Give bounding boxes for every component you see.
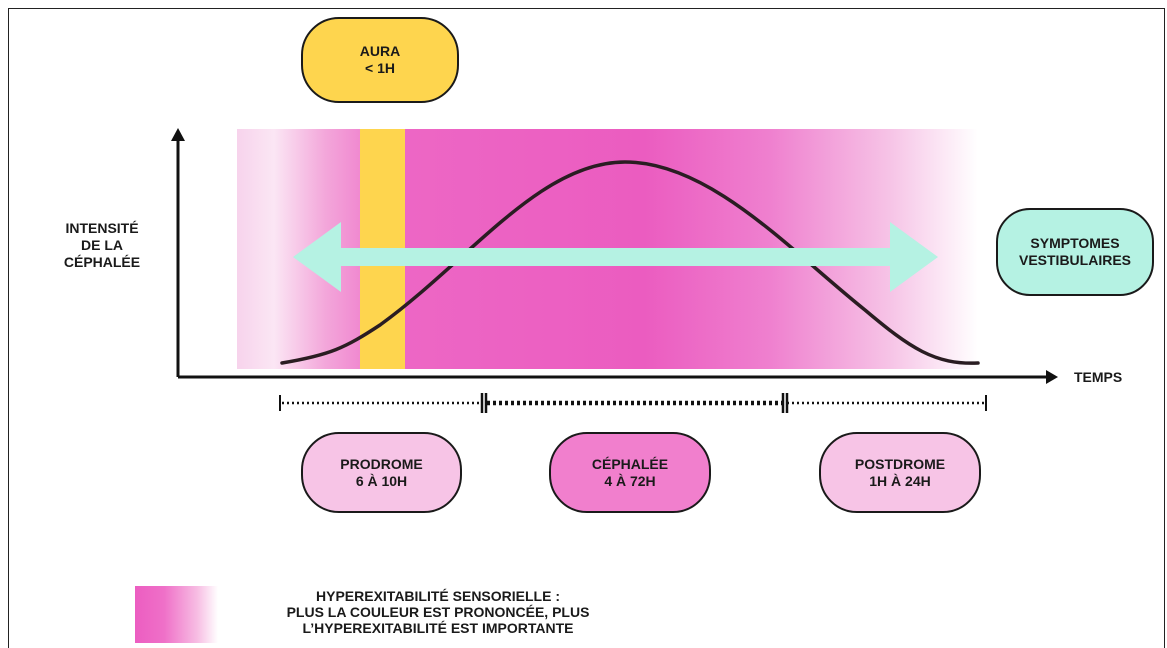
prodrome-pill: PRODROME 6 À 10H — [301, 432, 462, 513]
cephalee-title: CÉPHALÉE — [591, 455, 669, 472]
vestibular-line2: VESTIBULAIRES — [1018, 252, 1131, 268]
x-axis-label: TEMPS — [1074, 369, 1123, 385]
axes — [171, 128, 1058, 384]
diagram-frame — [8, 8, 1165, 648]
y-axis-label: INTENSITÉ DE LA CÉPHALÉE — [60, 220, 144, 271]
vestibular-line1: SYMPTOMES — [1030, 235, 1120, 251]
aura-duration: < 1H — [365, 60, 395, 76]
prodrome-title: PRODROME — [340, 455, 423, 472]
legend-gradient-swatch — [135, 586, 218, 643]
phase-timeline — [279, 393, 987, 413]
vestibular-arrow — [293, 222, 938, 292]
legend-line1: HYPEREXITABILITÉ SENSORIELLE : — [316, 588, 560, 604]
legend-line3: L’HYPEREXITABILITÉ EST IMPORTANTE — [302, 620, 574, 636]
x-axis-arrowhead — [1046, 370, 1058, 384]
postdrome-pill: POSTDROME 1H À 24H — [819, 432, 981, 513]
aura-pill: AURA < 1H — [301, 17, 459, 103]
y-axis-label-line1: INTENSITÉ — [65, 220, 139, 236]
y-axis-label-line3: CÉPHALÉE — [63, 254, 141, 270]
legend-text: HYPEREXITABILITÉ SENSORIELLE : PLUS LA C… — [238, 588, 638, 636]
postdrome-title: POSTDROME — [854, 455, 946, 472]
legend-line2: PLUS LA COULEUR EST PRONONCÉE, PLUS — [286, 604, 590, 620]
intensity-curve — [280, 160, 980, 365]
cephalee-duration: 4 À 72H — [604, 472, 656, 489]
aura-title: AURA — [359, 43, 401, 59]
y-axis-label-line2: DE LA — [81, 237, 123, 253]
cephalee-pill: CÉPHALÉE 4 À 72H — [549, 432, 711, 513]
y-axis-arrowhead — [171, 128, 185, 141]
vestibular-symptoms-pill: SYMPTOMES VESTIBULAIRES — [996, 208, 1154, 296]
prodrome-duration: 6 À 10H — [355, 472, 408, 489]
postdrome-duration: 1H À 24H — [869, 472, 931, 489]
